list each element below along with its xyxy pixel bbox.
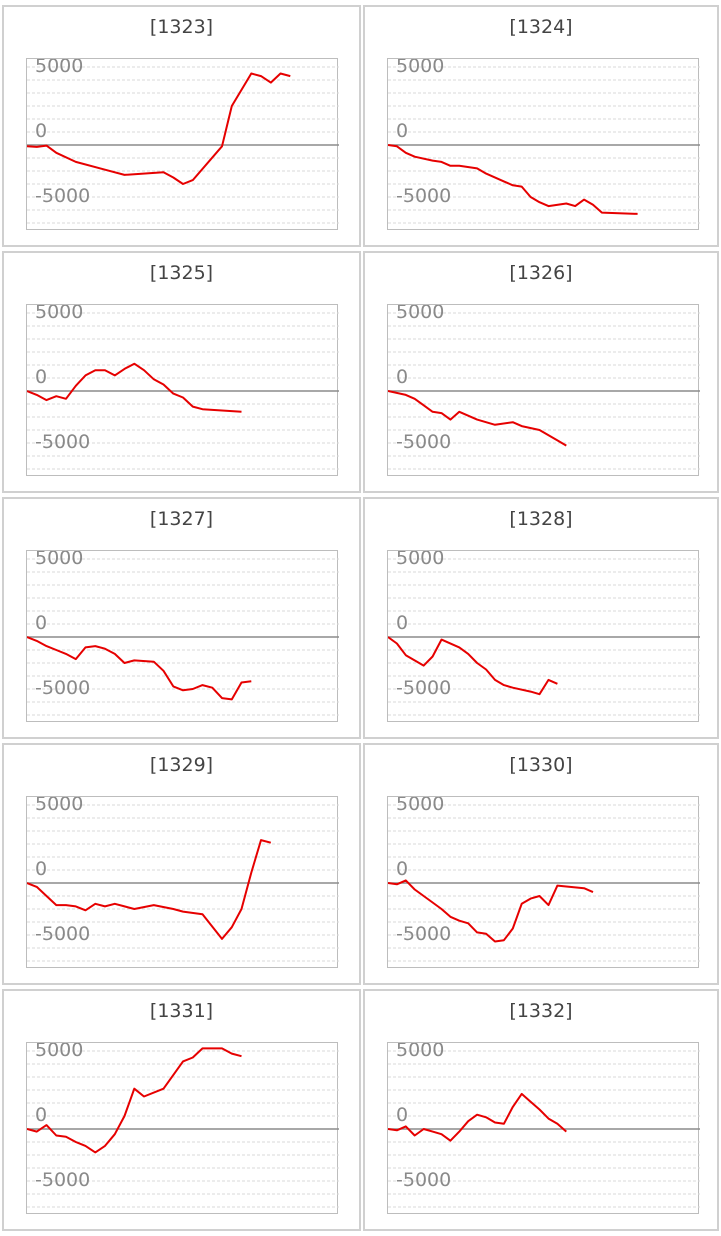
plot-area: 5000 0 -5000 bbox=[387, 58, 700, 230]
y-tick-label: 5000 bbox=[396, 1043, 444, 1061]
y-tick-label: 5000 bbox=[35, 797, 83, 815]
plot-area: 5000 0 -5000 bbox=[387, 1042, 700, 1214]
chart-title: [1328] bbox=[509, 508, 573, 530]
line-chart: 5000 0 -5000 bbox=[388, 305, 700, 470]
y-tick-label: 0 bbox=[35, 1104, 47, 1126]
chart-panel: [1331] 5000 0 -5000 bbox=[2, 989, 361, 1231]
y-tick-label: -5000 bbox=[35, 923, 90, 945]
chart-grid: [1323] 5000 0 -5000 [1324] 5000 0 -5000 [1325] 50… bbox=[2, 5, 719, 1233]
line-chart: 5000 0 -5000 bbox=[27, 1043, 339, 1208]
chart-title: [1329] bbox=[149, 754, 214, 776]
chart-title: [1327] bbox=[149, 508, 214, 530]
plot-area: 5000 0 -5000 bbox=[26, 304, 339, 476]
y-tick-label: 5000 bbox=[396, 305, 444, 323]
y-tick-label: 0 bbox=[396, 612, 408, 634]
y-tick-label: -5000 bbox=[35, 677, 90, 699]
y-tick-label: 0 bbox=[396, 366, 408, 388]
chart-panel: [1332] 5000 0 -5000 bbox=[363, 989, 719, 1231]
line-chart: 5000 0 -5000 bbox=[388, 797, 700, 962]
y-tick-label: 5000 bbox=[35, 1043, 83, 1061]
y-tick-label: -5000 bbox=[396, 185, 451, 207]
chart-panel: [1326] 5000 0 -5000 bbox=[363, 251, 719, 493]
line-chart: 5000 0 -5000 bbox=[388, 59, 700, 224]
chart-panel: [1325] 5000 0 -5000 bbox=[2, 251, 361, 493]
plot-area: 5000 0 -5000 bbox=[26, 796, 339, 968]
series-line bbox=[388, 636, 558, 696]
y-tick-label: 5000 bbox=[396, 59, 444, 77]
plot-area: 5000 0 -5000 bbox=[26, 550, 339, 722]
chart-title: [1332] bbox=[509, 1000, 573, 1022]
chart-panel: [1328] 5000 0 -5000 bbox=[363, 497, 719, 739]
chart-title: [1323] bbox=[149, 16, 214, 38]
y-tick-label: -5000 bbox=[35, 185, 90, 207]
y-tick-label: -5000 bbox=[35, 431, 90, 453]
y-tick-label: -5000 bbox=[396, 677, 451, 699]
chart-title: [1330] bbox=[509, 754, 573, 776]
chart-panel: [1323] 5000 0 -5000 bbox=[2, 5, 361, 247]
line-chart: 5000 0 -5000 bbox=[388, 551, 700, 716]
series-line bbox=[27, 362, 242, 413]
y-tick-label: 0 bbox=[35, 366, 47, 388]
series-line bbox=[27, 1047, 242, 1154]
y-tick-label: -5000 bbox=[396, 1169, 451, 1191]
y-tick-label: -5000 bbox=[35, 1169, 90, 1191]
line-chart: 5000 0 -5000 bbox=[388, 1043, 700, 1208]
chart-title: [1331] bbox=[149, 1000, 214, 1022]
y-tick-label: 0 bbox=[35, 858, 47, 880]
line-chart: 5000 0 -5000 bbox=[27, 305, 339, 470]
series-line bbox=[27, 72, 291, 185]
chart-panel: [1327] 5000 0 -5000 bbox=[2, 497, 361, 739]
y-tick-label: 0 bbox=[396, 858, 408, 880]
y-tick-label: 0 bbox=[396, 1104, 408, 1126]
series-line bbox=[27, 636, 252, 701]
series-line bbox=[388, 144, 638, 215]
line-chart: 5000 0 -5000 bbox=[27, 797, 339, 962]
chart-title: [1325] bbox=[149, 262, 214, 284]
chart-title: [1326] bbox=[509, 262, 573, 284]
chart-panel: [1324] 5000 0 -5000 bbox=[363, 5, 719, 247]
series-line bbox=[27, 839, 272, 940]
series-line bbox=[388, 879, 594, 943]
series-line bbox=[388, 1092, 567, 1142]
plot-area: 5000 0 -5000 bbox=[26, 58, 339, 230]
plot-area: 5000 0 -5000 bbox=[26, 1042, 339, 1214]
y-tick-label: 5000 bbox=[35, 59, 83, 77]
y-tick-label: 5000 bbox=[35, 551, 83, 569]
y-tick-label: 5000 bbox=[35, 305, 83, 323]
plot-area: 5000 0 -5000 bbox=[387, 550, 700, 722]
y-tick-label: 5000 bbox=[396, 797, 444, 815]
chart-panel: [1330] 5000 0 -5000 bbox=[363, 743, 719, 985]
line-chart: 5000 0 -5000 bbox=[27, 551, 339, 716]
y-tick-label: 0 bbox=[396, 120, 408, 142]
y-tick-label: 5000 bbox=[396, 551, 444, 569]
plot-area: 5000 0 -5000 bbox=[387, 304, 700, 476]
y-tick-label: -5000 bbox=[396, 431, 451, 453]
plot-area: 5000 0 -5000 bbox=[387, 796, 700, 968]
y-tick-label: 0 bbox=[35, 612, 47, 634]
y-tick-label: -5000 bbox=[396, 923, 451, 945]
series-line bbox=[388, 390, 567, 447]
chart-title: [1324] bbox=[509, 16, 573, 38]
line-chart: 5000 0 -5000 bbox=[27, 59, 339, 224]
chart-panel: [1329] 5000 0 -5000 bbox=[2, 743, 361, 985]
y-tick-label: 0 bbox=[35, 120, 47, 142]
